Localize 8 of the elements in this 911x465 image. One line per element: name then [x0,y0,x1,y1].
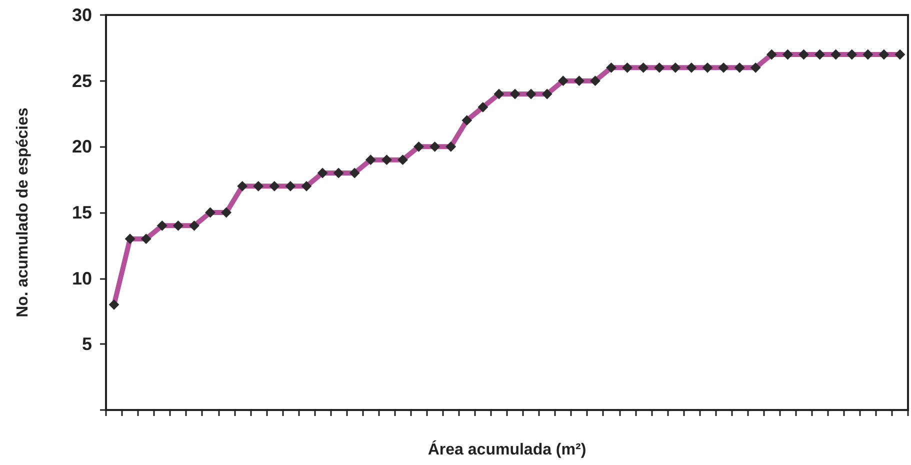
y-tick-label: 10 [72,268,92,288]
y-tick-label: 5 [82,334,92,354]
y-tick-label: 25 [72,70,92,91]
x-axis-title: Área acumulada (m²) [428,440,586,458]
y-tick-label: 30 [72,5,92,25]
y-axis-title: No. acumulado de espécies [14,107,32,318]
y-tick-label: 15 [72,202,92,222]
y-tick-label: 20 [72,136,92,157]
